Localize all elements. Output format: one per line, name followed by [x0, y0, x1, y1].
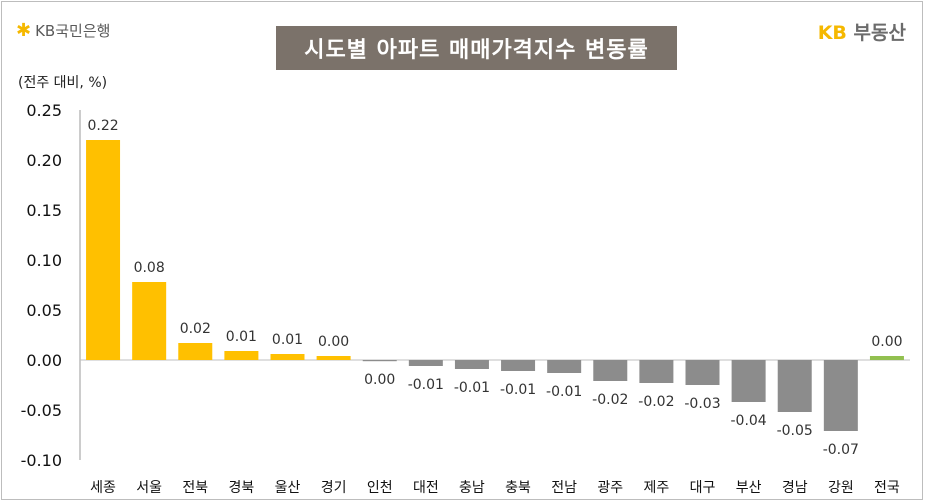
data-label-13: -0.02	[638, 394, 674, 410]
bar-7	[362, 360, 397, 362]
data-label-5: 0.01	[272, 332, 303, 348]
y-tick-label: 0.00	[26, 351, 62, 370]
category-label-15: 부산	[736, 480, 762, 496]
category-label-2: 서울	[136, 480, 162, 496]
category-label-13: 제주	[644, 480, 670, 496]
category-label-17: 강원	[828, 480, 854, 496]
y-tick-label: -0.05	[21, 401, 62, 420]
data-label-15: -0.04	[730, 413, 766, 429]
bar-18	[869, 356, 904, 360]
category-label-8: 대전	[413, 480, 439, 496]
category-label-5: 울산	[275, 480, 301, 496]
bar-5	[270, 354, 305, 360]
category-label-10: 충북	[505, 480, 531, 496]
data-label-6: 0.00	[318, 334, 349, 350]
data-label-9: -0.01	[454, 380, 490, 396]
data-label-12: -0.02	[592, 392, 628, 408]
category-label-18: 전국	[874, 480, 900, 496]
kb-real-estate-logo-kb: KB	[817, 22, 847, 44]
bar-16	[777, 360, 812, 412]
bar-1	[86, 140, 121, 360]
bar-14	[685, 360, 720, 385]
y-tick-label: 0.25	[26, 101, 62, 120]
data-label-16: -0.05	[777, 423, 813, 439]
data-label-2: 0.08	[134, 260, 165, 276]
bar-10	[501, 360, 536, 371]
bar-11	[547, 360, 582, 373]
data-label-17: -0.07	[823, 442, 859, 458]
bar-15	[731, 360, 766, 402]
bar-13	[639, 360, 674, 383]
kb-star-icon: ✱	[16, 19, 32, 41]
category-label-9: 충남	[459, 480, 485, 496]
y-tick-label: 0.05	[26, 301, 62, 320]
kb-bank-logo: ✱ KB국민은행	[16, 20, 110, 41]
data-label-3: 0.02	[180, 321, 211, 337]
data-label-11: -0.01	[546, 384, 582, 400]
category-label-1: 세종	[90, 480, 116, 496]
kb-real-estate-logo-text: 부동산	[853, 22, 906, 44]
kb-real-estate-logo: KB 부동산	[818, 18, 906, 45]
category-label-11: 전남	[551, 480, 577, 496]
data-label-10: -0.01	[500, 382, 536, 398]
bar-6	[316, 356, 351, 360]
y-axis-unit-label: (전주 대비, %)	[18, 75, 108, 91]
bar-8	[408, 360, 443, 366]
category-label-16: 경남	[782, 480, 808, 496]
data-label-1: 0.22	[87, 118, 118, 134]
bar-17	[823, 360, 858, 431]
category-label-3: 전북	[182, 480, 208, 496]
y-tick-label: 0.15	[26, 201, 62, 220]
category-label-12: 광주	[597, 480, 623, 496]
bar-3	[178, 343, 213, 360]
chart-title: 시도별 아파트 매매가격지수 변동률	[276, 26, 677, 70]
data-label-4: 0.01	[226, 329, 257, 345]
data-label-8: -0.01	[408, 377, 444, 393]
bar-4	[224, 351, 259, 360]
y-tick-label: -0.10	[21, 451, 62, 470]
kb-bank-logo-text: KB국민은행	[35, 22, 111, 40]
category-label-6: 경기	[321, 480, 347, 496]
y-tick-label: 0.20	[26, 151, 62, 170]
category-label-4: 경북	[229, 480, 255, 496]
bar-12	[593, 360, 628, 381]
data-label-18: 0.00	[871, 334, 902, 350]
data-label-14: -0.03	[684, 396, 720, 412]
bar-9	[454, 360, 489, 369]
category-label-14: 대구	[690, 480, 716, 496]
category-label-7: 인천	[367, 480, 393, 496]
data-label-7: 0.00	[364, 372, 395, 388]
bar-2	[132, 282, 167, 360]
y-tick-label: 0.10	[26, 251, 62, 270]
